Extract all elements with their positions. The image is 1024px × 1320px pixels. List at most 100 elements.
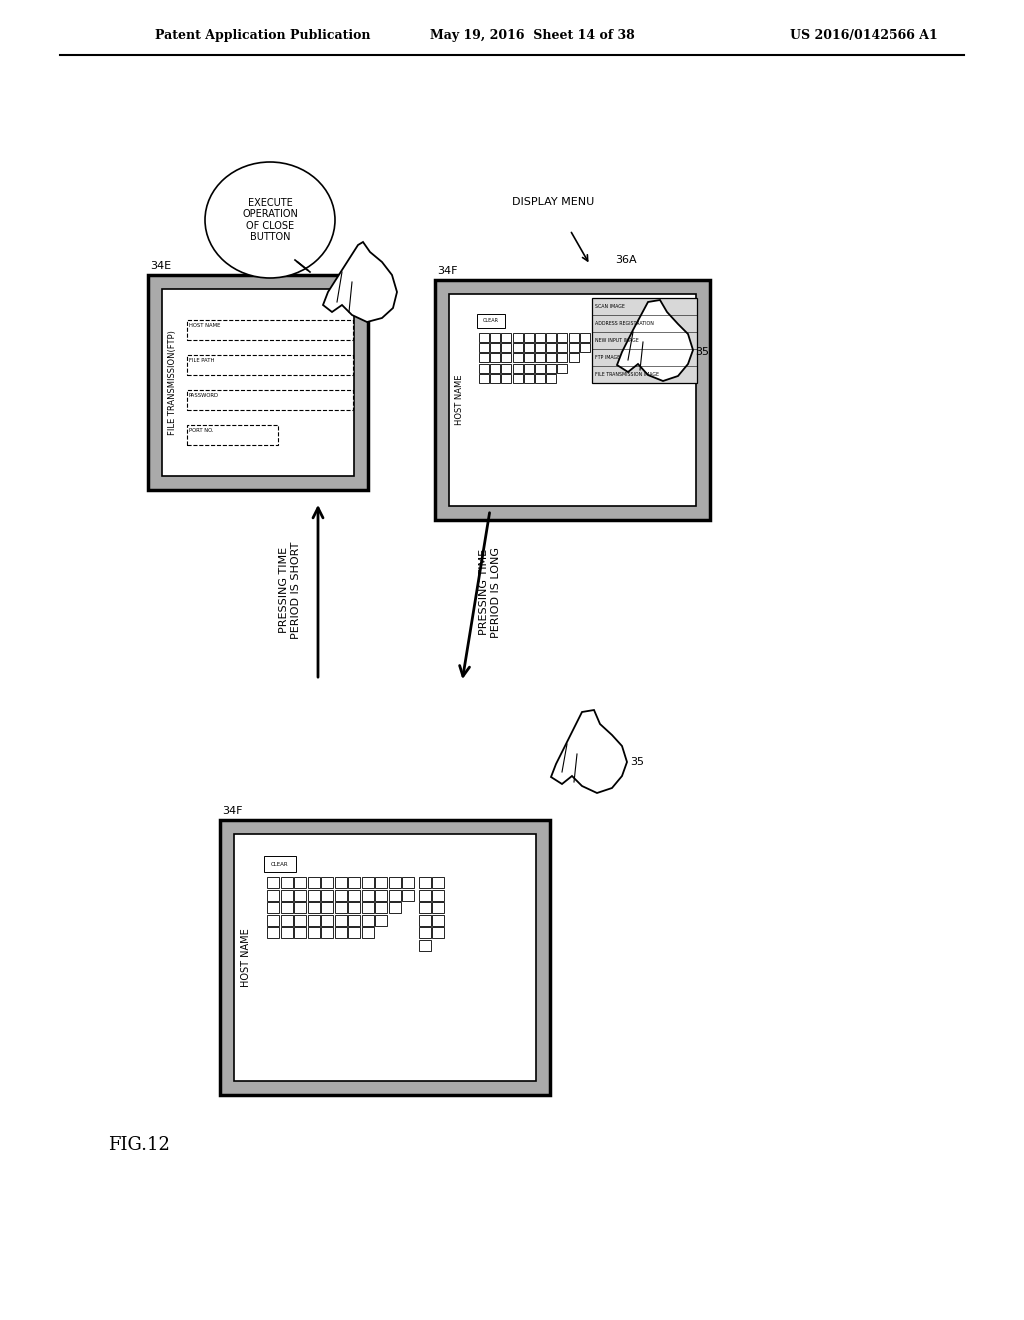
FancyBboxPatch shape — [375, 890, 387, 900]
Text: PORT NO.: PORT NO. — [188, 428, 213, 433]
FancyBboxPatch shape — [593, 343, 603, 352]
FancyBboxPatch shape — [593, 363, 603, 372]
FancyBboxPatch shape — [419, 915, 430, 925]
FancyBboxPatch shape — [568, 354, 579, 363]
FancyBboxPatch shape — [513, 374, 522, 383]
Text: US 2016/0142566 A1: US 2016/0142566 A1 — [790, 29, 938, 41]
Text: SCAN IMAGE: SCAN IMAGE — [595, 304, 625, 309]
FancyBboxPatch shape — [535, 333, 545, 342]
FancyBboxPatch shape — [148, 275, 368, 490]
FancyBboxPatch shape — [490, 354, 500, 363]
Text: CLEAR: CLEAR — [271, 862, 289, 866]
FancyBboxPatch shape — [375, 876, 387, 888]
Text: PRESSING TIME
PERIOD IS LONG: PRESSING TIME PERIOD IS LONG — [479, 546, 501, 638]
FancyBboxPatch shape — [388, 876, 400, 888]
FancyBboxPatch shape — [281, 890, 293, 900]
FancyBboxPatch shape — [490, 343, 500, 352]
FancyBboxPatch shape — [321, 876, 333, 888]
FancyBboxPatch shape — [593, 333, 603, 342]
Text: FILE TRANSMISSION(FTP): FILE TRANSMISSION(FTP) — [169, 330, 177, 434]
FancyBboxPatch shape — [546, 333, 556, 342]
FancyBboxPatch shape — [568, 333, 579, 342]
FancyBboxPatch shape — [524, 363, 534, 372]
FancyBboxPatch shape — [502, 374, 511, 383]
FancyBboxPatch shape — [267, 902, 279, 913]
Text: Patent Application Publication: Patent Application Publication — [155, 29, 371, 41]
FancyBboxPatch shape — [502, 333, 511, 342]
Text: CLEAR: CLEAR — [483, 318, 499, 323]
FancyBboxPatch shape — [513, 363, 522, 372]
FancyBboxPatch shape — [187, 425, 279, 445]
Text: 34F: 34F — [222, 807, 243, 816]
FancyBboxPatch shape — [294, 927, 306, 939]
FancyBboxPatch shape — [479, 333, 489, 342]
FancyBboxPatch shape — [267, 890, 279, 900]
FancyBboxPatch shape — [234, 834, 536, 1081]
FancyBboxPatch shape — [435, 280, 710, 520]
FancyBboxPatch shape — [419, 927, 430, 939]
FancyBboxPatch shape — [513, 354, 522, 363]
FancyBboxPatch shape — [432, 890, 444, 900]
FancyBboxPatch shape — [187, 319, 353, 341]
FancyBboxPatch shape — [361, 876, 374, 888]
Text: DISPLAY MENU: DISPLAY MENU — [512, 197, 594, 207]
FancyBboxPatch shape — [294, 915, 306, 925]
FancyBboxPatch shape — [162, 289, 354, 477]
FancyBboxPatch shape — [546, 374, 556, 383]
FancyBboxPatch shape — [402, 876, 414, 888]
FancyBboxPatch shape — [524, 333, 534, 342]
FancyBboxPatch shape — [568, 343, 579, 352]
FancyBboxPatch shape — [375, 915, 387, 925]
FancyBboxPatch shape — [419, 940, 430, 950]
Polygon shape — [551, 710, 627, 793]
FancyBboxPatch shape — [307, 876, 319, 888]
FancyBboxPatch shape — [502, 363, 511, 372]
FancyBboxPatch shape — [361, 902, 374, 913]
FancyBboxPatch shape — [220, 820, 550, 1096]
FancyBboxPatch shape — [187, 389, 353, 411]
Text: FILE TRANSMISSION IMAGE: FILE TRANSMISSION IMAGE — [595, 372, 659, 378]
Polygon shape — [617, 300, 693, 381]
FancyBboxPatch shape — [604, 343, 614, 352]
FancyBboxPatch shape — [348, 876, 360, 888]
FancyBboxPatch shape — [321, 890, 333, 900]
FancyBboxPatch shape — [477, 314, 505, 327]
Text: 34F: 34F — [437, 267, 458, 276]
FancyBboxPatch shape — [348, 915, 360, 925]
FancyBboxPatch shape — [546, 363, 556, 372]
FancyBboxPatch shape — [335, 927, 346, 939]
FancyBboxPatch shape — [513, 343, 522, 352]
Text: HOST NAME: HOST NAME — [241, 928, 251, 987]
Text: EXECUTE
OPERATION
OF CLOSE
BUTTON: EXECUTE OPERATION OF CLOSE BUTTON — [242, 198, 298, 243]
FancyBboxPatch shape — [593, 374, 603, 383]
FancyBboxPatch shape — [281, 915, 293, 925]
FancyBboxPatch shape — [490, 333, 500, 342]
FancyBboxPatch shape — [535, 363, 545, 372]
FancyBboxPatch shape — [502, 354, 511, 363]
FancyBboxPatch shape — [402, 890, 414, 900]
FancyBboxPatch shape — [361, 927, 374, 939]
Text: FILE PATH: FILE PATH — [188, 358, 214, 363]
FancyBboxPatch shape — [490, 374, 500, 383]
FancyBboxPatch shape — [604, 354, 614, 363]
Ellipse shape — [205, 162, 335, 279]
FancyBboxPatch shape — [479, 374, 489, 383]
FancyBboxPatch shape — [264, 855, 296, 873]
FancyBboxPatch shape — [348, 902, 360, 913]
FancyBboxPatch shape — [335, 902, 346, 913]
FancyBboxPatch shape — [321, 915, 333, 925]
FancyBboxPatch shape — [524, 354, 534, 363]
FancyBboxPatch shape — [580, 343, 590, 352]
Text: FIG.12: FIG.12 — [108, 1137, 170, 1154]
FancyBboxPatch shape — [502, 343, 511, 352]
FancyBboxPatch shape — [479, 363, 489, 372]
FancyBboxPatch shape — [388, 890, 400, 900]
FancyBboxPatch shape — [361, 890, 374, 900]
Text: ADDRESS REGISTRATION: ADDRESS REGISTRATION — [595, 321, 654, 326]
Text: FTP IMAGE: FTP IMAGE — [595, 355, 621, 360]
FancyBboxPatch shape — [267, 915, 279, 925]
FancyBboxPatch shape — [432, 902, 444, 913]
FancyBboxPatch shape — [307, 915, 319, 925]
Text: PRESSING TIME
PERIOD IS SHORT: PRESSING TIME PERIOD IS SHORT — [280, 541, 301, 639]
FancyBboxPatch shape — [419, 890, 430, 900]
